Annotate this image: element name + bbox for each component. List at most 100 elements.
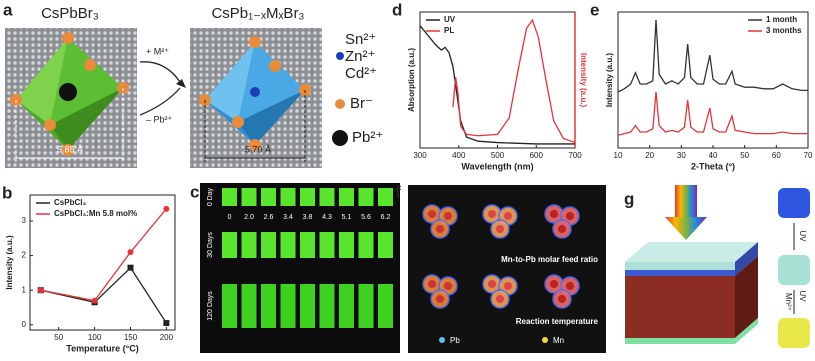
octahedron-face [50,88,123,150]
x-tick-label: 500 [491,151,505,160]
legend-label: PL [444,26,454,35]
light-beam [675,185,697,217]
vial [280,188,296,206]
y-tick-label: 3 [22,216,27,225]
reaction-label: – Pb²⁺ [146,114,173,124]
x-tick-label: 200 [160,333,174,342]
panel-letter: g [624,189,634,208]
br-ions [10,32,129,156]
arrow-label: UV [798,230,807,242]
particles [422,204,580,309]
series-line [617,19,808,93]
particle-core [496,225,504,233]
particle-core [566,212,574,220]
substrate-side [735,256,758,338]
vial [261,232,276,258]
cube [778,188,810,218]
x-tick-label: 100 [88,333,102,342]
marker [163,320,170,327]
light-arrow [665,217,707,240]
br-dot [335,99,345,109]
arrow-label: UV [798,290,807,302]
cube-layer [625,262,735,270]
particle-core [504,212,512,220]
dopant-dot [336,52,344,60]
br-ion [44,119,56,131]
y-axis-label: Intensity (a.u.) [5,235,14,290]
x-tick-label: 40 [709,151,718,160]
particle-core [558,295,566,303]
vial [378,232,393,258]
x-tick-label: 10 [614,151,623,160]
pb-marker [439,337,445,343]
width-label: 5.70 Å [245,144,271,154]
vial [378,284,393,328]
vial [358,232,374,258]
pb-label: Pb²⁺ [352,129,383,146]
dopant-label: Zn²⁺ [345,48,375,65]
row-label: 120 Days [207,291,214,321]
panel-title: CsPb₁₋ₓMₓBr₃ [211,5,304,22]
vial [358,284,374,328]
base-layer [625,318,758,344]
particle-core [444,282,452,290]
vial [222,188,237,206]
x-tick-label: 60 [772,151,781,160]
x-tick-label: 20 [645,151,654,160]
series-line [40,208,167,302]
substrate [625,276,735,338]
particle-core [488,210,496,218]
br-ion [249,36,261,48]
panel-title: CsPbBr₃ [41,5,99,22]
particle-core [504,282,512,290]
x-tick-label: 30 [677,151,686,160]
br-label: Br⁻ [350,95,373,112]
x-tick-label: 70 [804,151,813,160]
dopant-label: Cd²⁺ [345,65,377,82]
y-axis-label: Intensity (a.u.) [605,53,614,108]
marker [37,287,44,294]
marker [163,205,170,212]
y2-axis-label: Intensity (a.u.) [579,53,588,108]
br-ion [232,116,244,128]
panel-letter: f [395,182,401,201]
vial [222,284,237,328]
reaction-label: + M²⁺ [146,46,169,56]
octahedron-face [50,38,123,125]
particle-core [428,280,436,288]
x-axis-label: Wavelength (nm) [461,161,533,171]
particle-core [566,282,574,290]
dopant-label: Sn²⁺ [345,31,376,48]
vial [241,188,257,206]
ratio-label: 5.1 [342,214,352,221]
vial [261,188,276,206]
panel-letter: d [392,0,402,19]
octahedron-face [16,38,68,125]
arrow-label: Mn²⁺ [784,293,793,311]
br-ion [62,32,74,44]
particle-core [436,225,444,233]
legend-label: Mn [553,336,564,345]
br-ion [249,139,261,151]
vial-rows: 0 Day 30 Days 120 Days 0 2.0 2.6 3.4 3.8 4.3 5.1 5… [207,187,393,328]
vial [339,232,354,258]
ratio-label: 2.0 [244,214,254,221]
mn-marker [542,337,548,343]
x-axis-label: Temperature (°C) [66,343,138,353]
octahedron-face [238,42,305,122]
vial [280,232,296,258]
vial [261,284,276,328]
series-line [452,18,576,144]
particle-core [496,295,504,303]
vial [300,284,315,328]
panel-letter: c [190,182,199,201]
cube [778,255,810,285]
vial [241,232,257,258]
particle-core [444,212,452,220]
marker [91,297,98,304]
x-tick-label: 300 [413,151,427,160]
vial [280,284,296,328]
